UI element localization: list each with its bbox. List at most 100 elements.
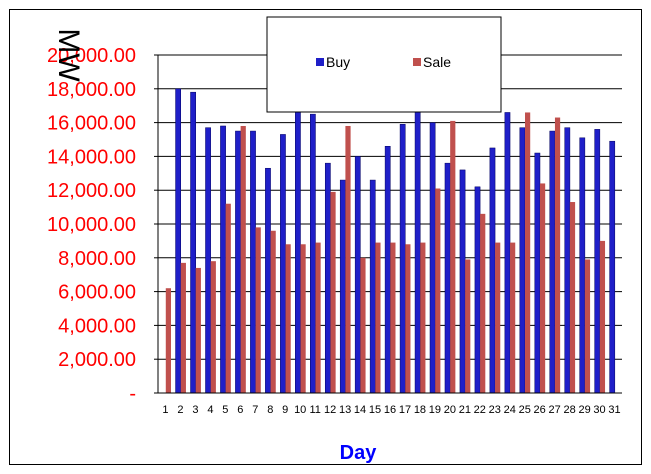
bar-sale-day-2 — [180, 262, 186, 393]
bar-sale-day-12 — [330, 191, 336, 393]
bar-sale-day-13 — [345, 125, 351, 393]
bar-buy-day-29 — [579, 137, 586, 394]
bar-buy-day-25 — [519, 127, 526, 394]
x-axis-ticks: 1 2 3 4 5 6 7 8 9 10 11 12 13 14 15 16 17 18 19 20 21 22 23 24 2… — [162, 404, 620, 416]
y-tick-label: 20,000.00 — [47, 45, 136, 67]
bar-sale-day-29 — [584, 259, 591, 393]
x-tick-label: 21 — [459, 404, 471, 416]
x-tick-label: 20 — [444, 404, 456, 416]
x-tick-label: 9 — [282, 404, 288, 416]
legend-swatch-sale — [413, 58, 421, 66]
bar-buy-day-18 — [414, 110, 421, 394]
y-tick-label: 6,000.00 — [58, 282, 136, 304]
y-tick-label: 12,000.00 — [47, 180, 136, 202]
bar-buy-day-31 — [609, 140, 616, 394]
bar-sale-day-22 — [480, 213, 486, 393]
x-tick-label: 7 — [252, 404, 258, 416]
bar-buy-day-15 — [369, 179, 376, 394]
bar-buy-day-8 — [265, 167, 271, 394]
y-tick-label: 18,000.00 — [47, 79, 136, 101]
legend-box — [266, 16, 502, 113]
bar-sale-day-9 — [285, 244, 291, 393]
bar-sale-day-26 — [539, 183, 546, 393]
bar-buy-day-5 — [220, 125, 226, 394]
bar-buy-day-24 — [504, 112, 511, 394]
bar-buy-day-13 — [339, 179, 346, 394]
bar-sale-day-8 — [270, 230, 276, 393]
y-tick-label: 10,000.00 — [47, 214, 136, 236]
bar-buy-day-26 — [534, 152, 541, 394]
x-tick-label: 3 — [192, 404, 198, 416]
x-tick-label: 6 — [237, 404, 243, 416]
x-tick-label: 25 — [519, 404, 531, 416]
bar-sale-day-14 — [360, 257, 366, 393]
x-tick-label: 26 — [534, 404, 546, 416]
x-tick-label: 2 — [177, 404, 183, 416]
bar-buy-day-28 — [564, 127, 571, 394]
bar-sale-day-18 — [420, 242, 426, 393]
y-tick-label: 16,000.00 — [47, 113, 136, 135]
y-axis-ticks: - 2,000.00 4,000.00 6,000.00 8,000.00 10,000.… — [47, 45, 158, 405]
bar-sale-day-24 — [510, 242, 516, 393]
bar-sale-day-4 — [210, 261, 216, 393]
bar-sale-day-10 — [300, 244, 306, 393]
bar-sale-day-1 — [165, 288, 171, 393]
bar-sale-day-19 — [435, 188, 441, 393]
x-tick-label: 10 — [294, 404, 306, 416]
bar-sale-day-30 — [599, 240, 606, 393]
bar-sale-day-16 — [390, 242, 396, 393]
y-tick-label: - — [129, 383, 136, 405]
x-tick-label: 8 — [267, 404, 273, 416]
x-tick-label: 4 — [207, 404, 213, 416]
y-tick-label: 8,000.00 — [58, 248, 136, 270]
legend: Buy Sale — [266, 16, 502, 113]
x-tick-label: 19 — [429, 404, 441, 416]
bar-buy-day-17 — [399, 124, 406, 394]
bar-sale-day-3 — [195, 267, 201, 393]
bar-buy-day-12 — [324, 162, 331, 394]
bar-buy-day-9 — [280, 134, 286, 394]
bar-buy-day-7 — [250, 130, 256, 394]
bar-buy-day-14 — [354, 156, 361, 394]
x-tick-label: 13 — [339, 404, 351, 416]
x-tick-label: 29 — [578, 404, 590, 416]
bars — [165, 88, 616, 394]
bar-sale-day-5 — [225, 203, 231, 393]
x-tick-label: 27 — [549, 404, 561, 416]
bar-sale-day-27 — [554, 117, 561, 393]
bar-buy-day-19 — [429, 122, 436, 394]
x-tick-label: 31 — [608, 404, 620, 416]
x-tick-label: 23 — [489, 404, 501, 416]
bar-buy-day-10 — [295, 108, 301, 394]
y-axis-label: MW — [52, 28, 85, 82]
bar-buy-day-30 — [594, 129, 601, 394]
x-tick-label: 5 — [222, 404, 228, 416]
x-tick-label: 22 — [474, 404, 486, 416]
x-tick-label: 30 — [593, 404, 605, 416]
x-tick-label: 28 — [563, 404, 575, 416]
bar-sale-day-25 — [525, 112, 531, 394]
x-tick-label: 15 — [369, 404, 381, 416]
legend-label-sale: Sale — [423, 54, 451, 70]
y-tick-label: 4,000.00 — [58, 315, 136, 337]
x-tick-label: 18 — [414, 404, 426, 416]
legend-label-buy: Buy — [326, 54, 350, 70]
x-tick-label: 17 — [399, 404, 411, 416]
bar-buy-day-11 — [310, 113, 316, 394]
x-tick-label: 16 — [384, 404, 396, 416]
x-tick-label: 1 — [162, 404, 168, 416]
bar-sale-day-21 — [465, 259, 471, 393]
bar-sale-day-6 — [240, 125, 246, 393]
bar-buy-day-20 — [444, 162, 451, 394]
bar-sale-day-11 — [315, 242, 321, 393]
bar-buy-day-22 — [474, 186, 481, 394]
legend-swatch-buy — [316, 58, 324, 66]
bar-sale-day-23 — [495, 242, 501, 393]
bar-sale-day-7 — [255, 227, 261, 393]
x-tick-label: 14 — [354, 404, 366, 416]
x-tick-label: 12 — [324, 404, 336, 416]
bar-sale-day-28 — [569, 202, 576, 393]
y-tick-label: 14,000.00 — [47, 146, 136, 168]
x-tick-label: 24 — [504, 404, 516, 416]
